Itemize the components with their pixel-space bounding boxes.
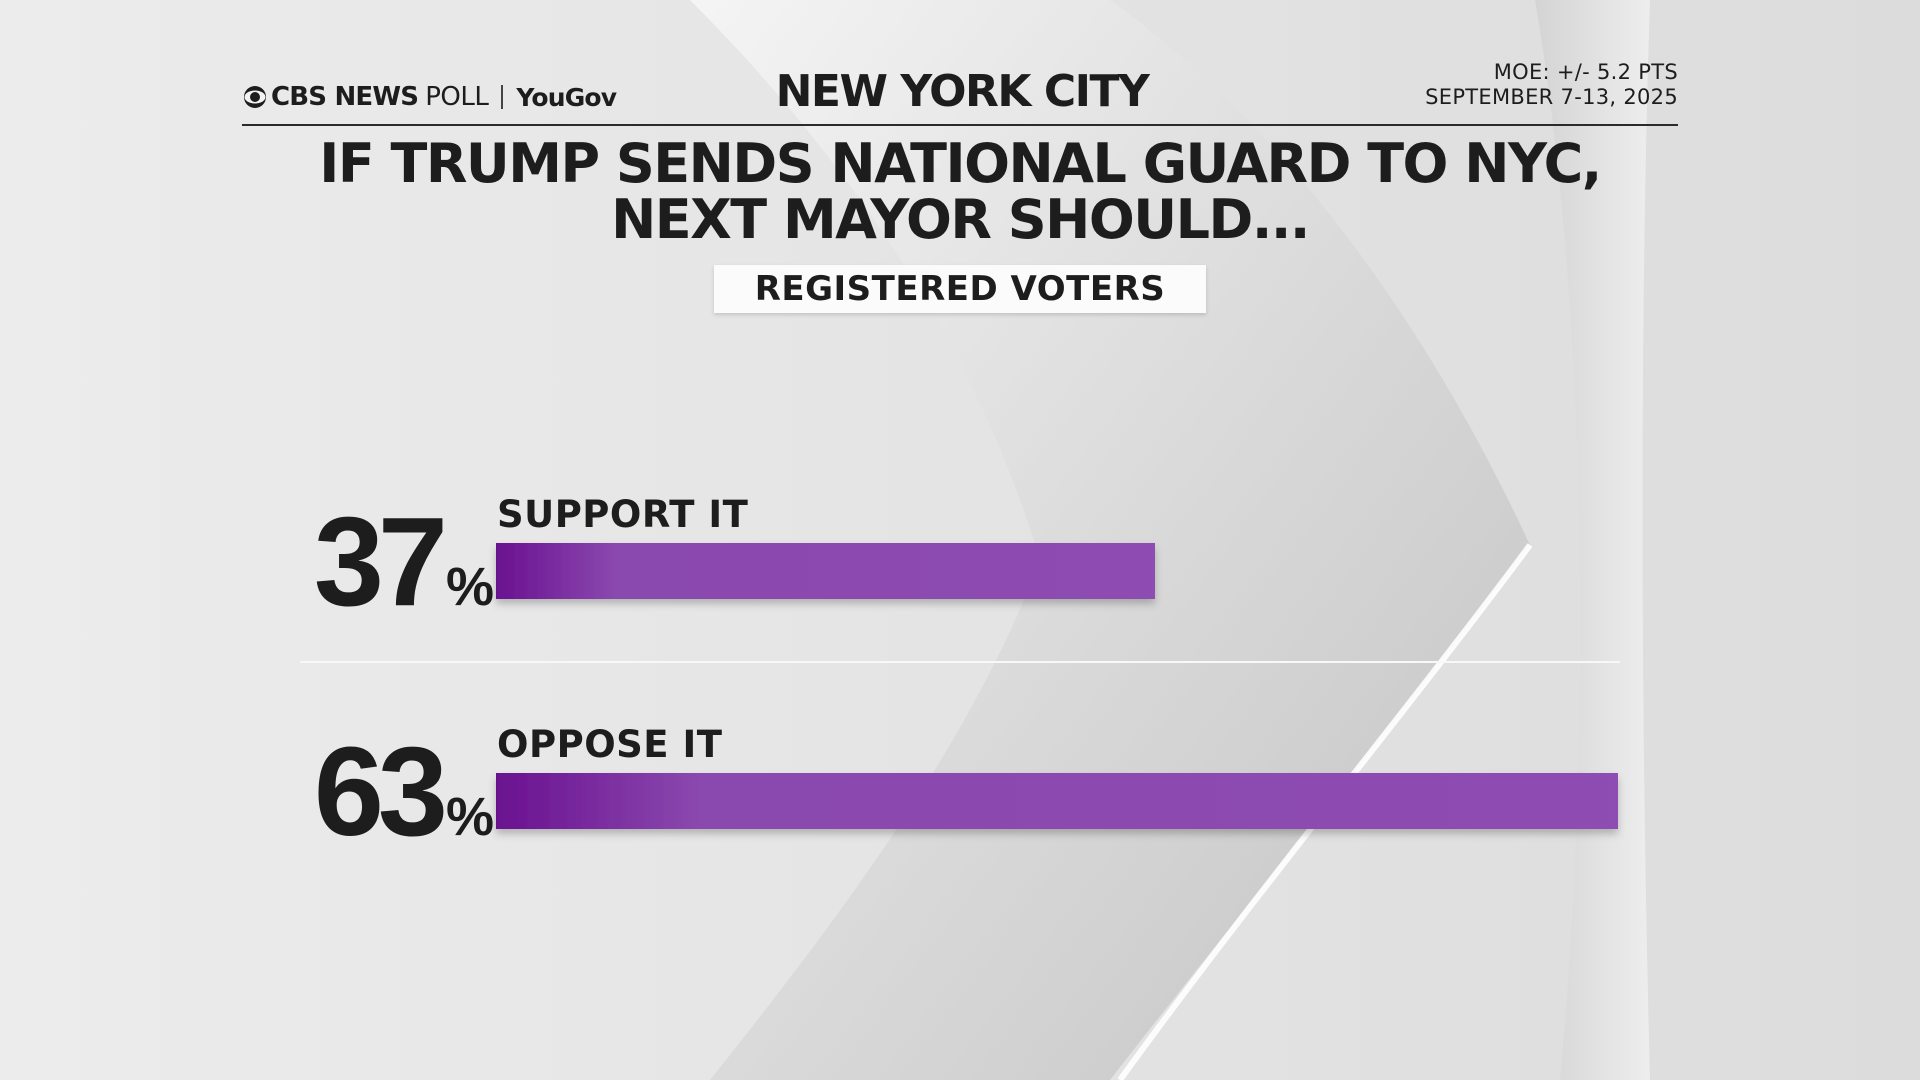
value-number: 37 — [314, 491, 443, 632]
brand-cbs-news: CBS NEWS — [271, 82, 419, 112]
question-line-1: IF TRUMP SENDS NATIONAL GUARD TO NYC, — [319, 132, 1602, 195]
category-label: SUPPORT IT — [497, 493, 749, 536]
bar-row: 37%SUPPORT IT — [314, 491, 1155, 632]
bar — [496, 773, 1618, 829]
poll-meta: MOE: +/- 5.2 PTS SEPTEMBER 7-13, 2025 — [1425, 60, 1678, 110]
cbs-eye-icon — [244, 86, 266, 108]
poll-dates: SEPTEMBER 7-13, 2025 — [1425, 85, 1678, 109]
header: CBS NEWS POLL YouGov NEW YORK CITY MOE: … — [242, 58, 1678, 126]
question-title: IF TRUMP SENDS NATIONAL GUARD TO NYC, NE… — [200, 136, 1720, 248]
brand-divider — [501, 85, 504, 109]
percent-sign: % — [446, 787, 493, 847]
brand-poll: POLL — [425, 82, 489, 112]
subgroup-label: REGISTERED VOTERS — [714, 265, 1206, 313]
percent-sign: % — [446, 557, 493, 617]
value-label: 63% — [314, 721, 493, 862]
value-number: 63 — [314, 721, 444, 862]
location-title: NEW YORK CITY — [775, 66, 1150, 117]
row-divider — [300, 661, 1620, 663]
brand-logo: CBS NEWS POLL YouGov — [242, 80, 617, 114]
question-line-2: NEXT MAYOR SHOULD... — [611, 188, 1310, 251]
bar — [496, 543, 1155, 599]
brand-yougov: YouGov — [516, 82, 617, 112]
category-label: OPPOSE IT — [497, 723, 723, 766]
value-label: 37% — [314, 491, 493, 632]
margin-of-error: MOE: +/- 5.2 PTS — [1493, 60, 1678, 84]
bar-row: 63%OPPOSE IT — [314, 721, 1618, 862]
